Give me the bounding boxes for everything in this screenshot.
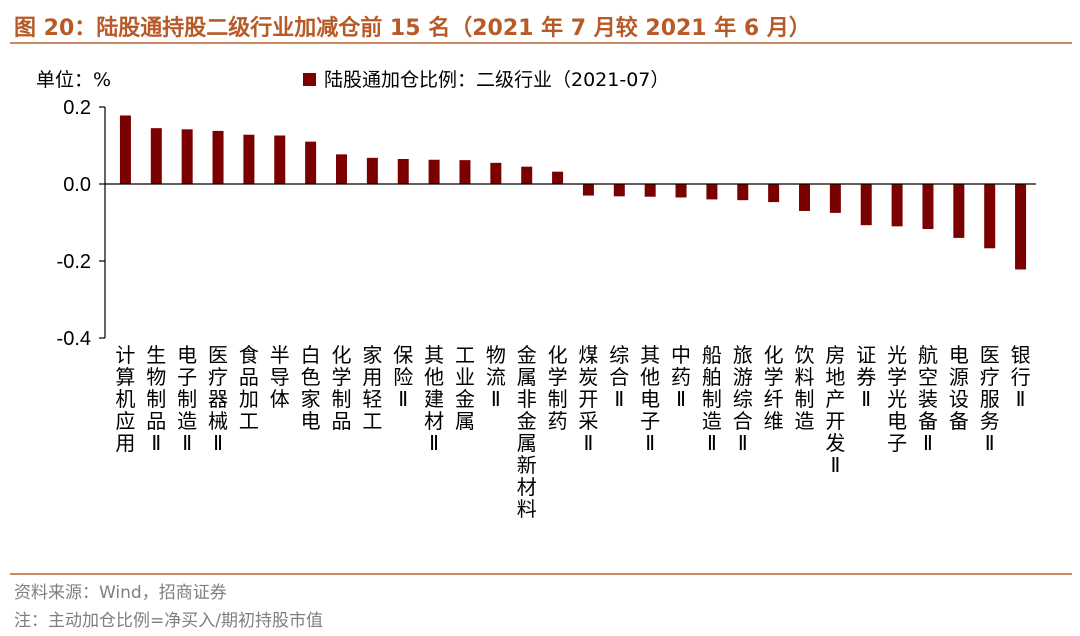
x-tick-label: 家用轻工 (362, 343, 382, 433)
bar (181, 129, 193, 184)
bar (521, 166, 533, 184)
y-tick-label: -0.2 (57, 251, 91, 273)
bar (397, 158, 409, 184)
x-tick-label: 白色家电 (301, 343, 321, 433)
bar (706, 184, 718, 200)
x-tick-label: 旅游综合 Ⅱ (733, 343, 753, 455)
legend: 陆股通加仓比例：二级行业（2021-07） (303, 69, 669, 91)
x-tick-label: 航空装备 Ⅱ (918, 343, 938, 455)
x-tick-label: 光学光电子 (887, 343, 907, 455)
x-tick-label: 煤炭开采 Ⅱ (578, 343, 598, 455)
x-tick-label: 计算机应用 (115, 343, 135, 455)
bar (490, 162, 502, 184)
bar (243, 134, 255, 184)
bar (737, 184, 749, 201)
bar (644, 184, 656, 197)
bar (582, 184, 594, 196)
x-tick-label: 证券 Ⅱ (856, 343, 876, 411)
x-tick-label: 银行 Ⅱ (1011, 343, 1031, 411)
bar (829, 184, 841, 213)
bar (675, 184, 687, 198)
bar (953, 184, 965, 238)
bar (305, 141, 317, 184)
x-tick-label: 化学纤维 (764, 343, 784, 433)
bar (768, 184, 780, 203)
x-tick-label: 其他建材 Ⅱ (424, 343, 444, 455)
bar (336, 154, 347, 184)
bar (212, 130, 224, 184)
x-tick-label: 化学制药 (548, 343, 568, 433)
y-tick-label: -0.4 (57, 328, 91, 350)
y-tick-label: 0.2 (63, 97, 91, 119)
unit-label: 单位：% (36, 69, 111, 91)
bar (119, 115, 131, 184)
figure-title: 图 20：陆股通持股二级行业加减仓前 15 名（2021 年 7 月较 2021… (14, 16, 811, 41)
title-divider (10, 42, 1072, 44)
bar (891, 184, 903, 227)
x-tick-label: 综合 Ⅱ (609, 343, 629, 411)
bar (860, 184, 872, 226)
y-tick-label: 0.0 (63, 174, 91, 196)
legend-label: 陆股通加仓比例：二级行业（2021-07） (324, 69, 669, 91)
x-tick-label: 生物制品 Ⅱ (146, 343, 166, 455)
x-tick-label: 其他电子 Ⅱ (640, 343, 660, 455)
bar (1015, 184, 1027, 270)
x-tick-label: 化学制品 (332, 343, 352, 433)
y-axis: 0.2 0.0 -0.2 -0.4 (57, 97, 106, 350)
bar (459, 160, 471, 184)
legend-swatch (303, 73, 316, 86)
x-tick-label: 金属非金属新材料 (517, 343, 537, 521)
bar (799, 184, 810, 211)
bar (552, 171, 564, 184)
bar (613, 184, 625, 197)
bar (922, 184, 934, 230)
bar (274, 135, 286, 184)
x-tick-label: 电源设备 (949, 343, 969, 433)
x-tick-label: 房地产开发 Ⅱ (825, 343, 845, 477)
bar (150, 128, 162, 184)
x-tick-label: 饮料制造 (795, 343, 815, 433)
x-tick-label: 医疗服务 Ⅱ (980, 343, 1000, 455)
x-tick-label: 中药 Ⅱ (671, 343, 691, 411)
x-tick-label: 工业金属 (455, 343, 475, 433)
bars (119, 115, 1027, 270)
bar (366, 157, 378, 184)
x-tick-label: 电子制造 Ⅱ (177, 343, 197, 455)
footer-divider (10, 573, 1072, 575)
bar-chart: 单位：% 陆股通加仓比例：二级行业（2021-07） 0.2 0.0 -0.2 -0.… (36, 69, 1036, 521)
x-tick-label: 半导体 (270, 343, 290, 411)
x-tick-label: 船舶制造 Ⅱ (702, 343, 722, 455)
x-tick-label: 医疗器械 Ⅱ (208, 343, 228, 455)
footnote: 注：主动加仓比例=净买入/期初持股市值 (14, 611, 323, 631)
bar (984, 184, 996, 249)
x-tick-label: 保险 Ⅱ (393, 343, 413, 411)
x-tick-label: 物流 Ⅱ (486, 343, 506, 411)
x-tick-label: 食品加工 (239, 343, 259, 433)
source-note: 资料来源：Wind，招商证券 (14, 583, 227, 603)
bar (428, 159, 440, 184)
